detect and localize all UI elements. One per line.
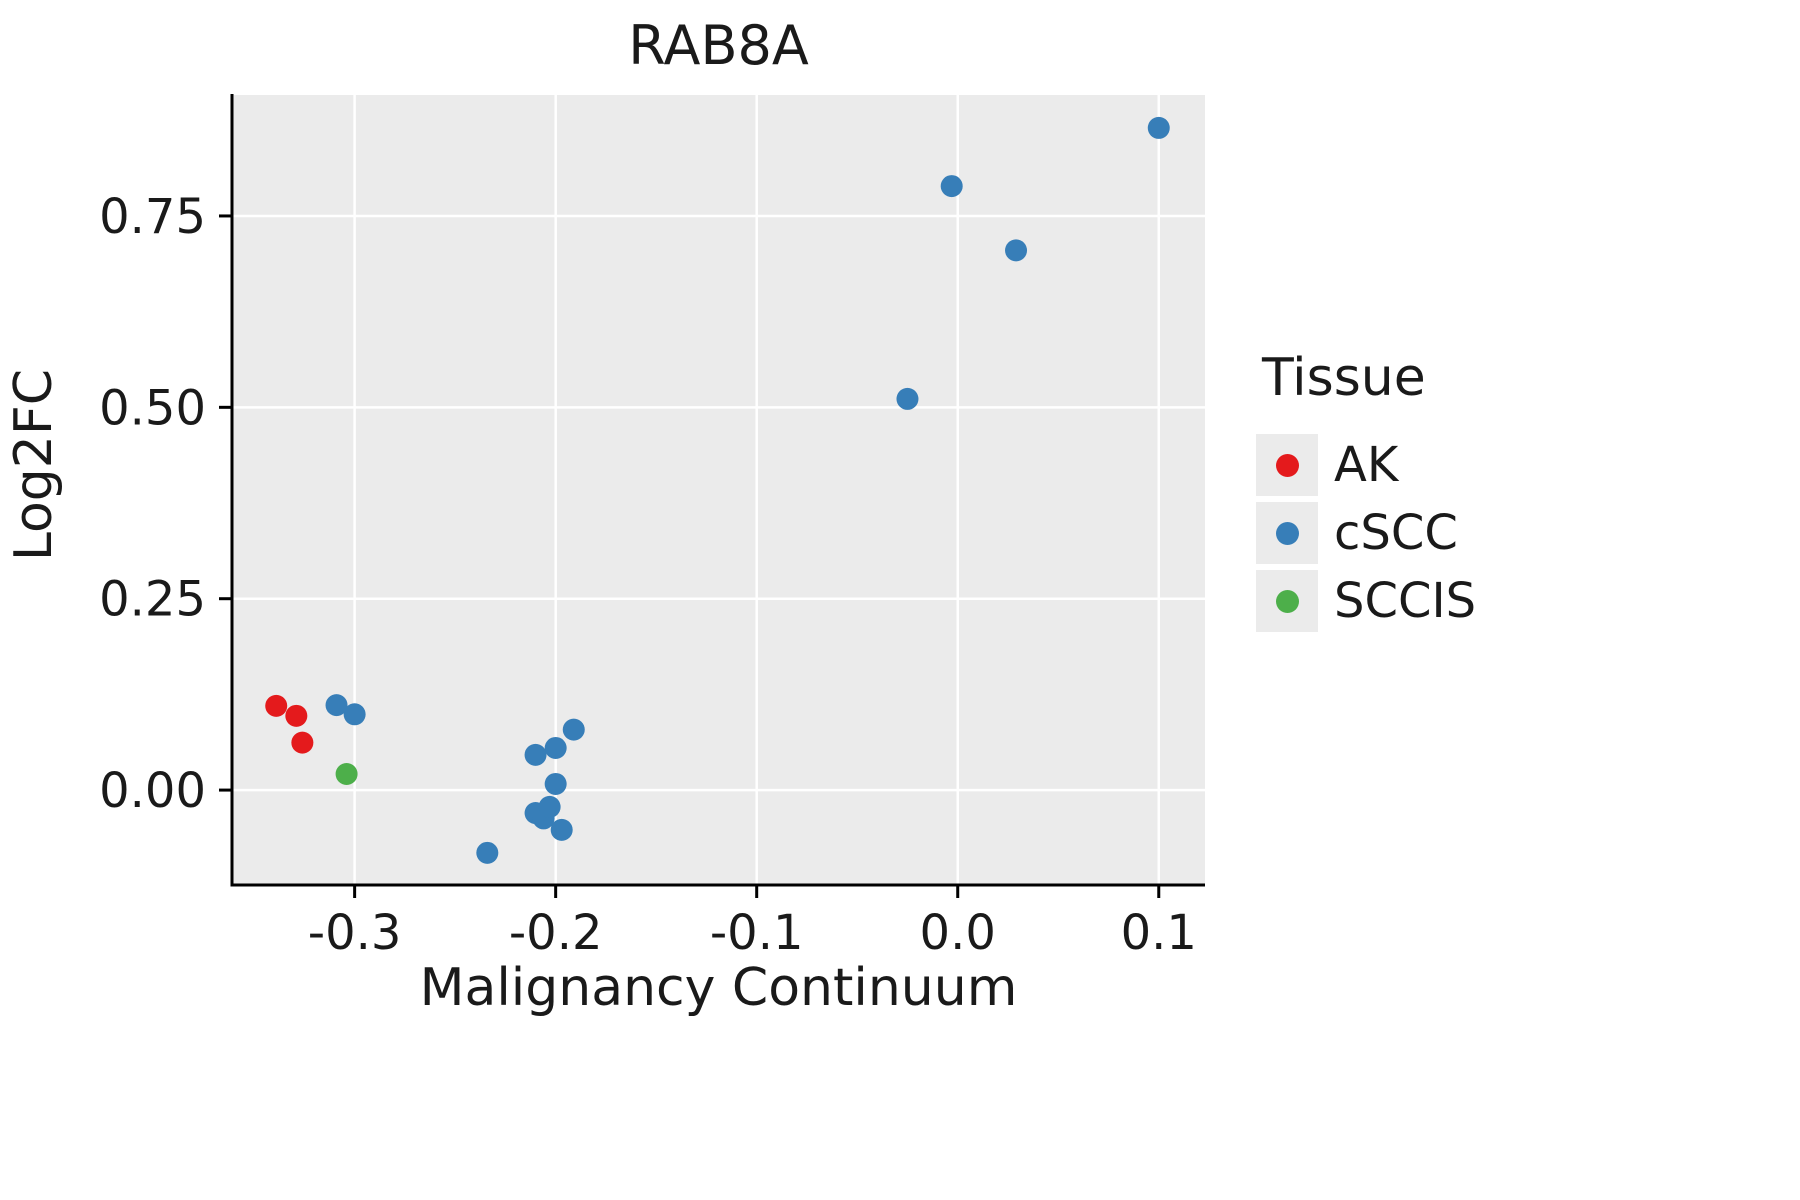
y-tick-label: 0.00	[99, 763, 206, 819]
data-point-AK	[291, 731, 314, 754]
legend-entry-sccis: SCCIS	[1256, 570, 1476, 632]
plot-panel	[232, 95, 1205, 885]
legend-entry-label: AK	[1334, 437, 1399, 493]
legend-dot-cscc-icon	[1275, 521, 1299, 545]
data-point-AK	[285, 704, 308, 727]
x-tick-label: 0.1	[1121, 905, 1197, 961]
data-point-SCCIS	[335, 763, 358, 786]
x-tick-label: -0.1	[710, 905, 804, 961]
data-point-cSCC	[524, 743, 547, 766]
data-point-cSCC	[544, 772, 567, 795]
data-point-cSCC	[544, 736, 567, 759]
data-point-cSCC	[1005, 239, 1028, 262]
data-point-cSCC	[476, 841, 499, 864]
x-tick-label: -0.2	[509, 905, 603, 961]
y-tick-label: 0.50	[99, 380, 206, 436]
data-point-cSCC	[343, 703, 366, 726]
data-point-cSCC	[538, 795, 561, 818]
legend: Tissue AK cSCC SCCIS	[1256, 348, 1476, 638]
legend-entry-ak: AK	[1256, 434, 1476, 496]
legend-entry-label: cSCC	[1334, 505, 1458, 561]
legend-dot-ak-icon	[1275, 453, 1299, 477]
y-tick-label: 0.25	[99, 572, 206, 628]
x-axis-label: Malignancy Continuum	[419, 958, 1018, 1018]
data-point-cSCC	[325, 694, 348, 717]
legend-key	[1256, 502, 1318, 564]
data-point-cSCC	[940, 175, 963, 198]
x-tick-label: 0.0	[920, 905, 996, 961]
chart-title: RAB8A	[628, 14, 809, 77]
data-point-cSCC	[896, 387, 919, 410]
legend-key	[1256, 434, 1318, 496]
legend-key	[1256, 570, 1318, 632]
legend-entry-cscc: cSCC	[1256, 502, 1476, 564]
data-point-cSCC	[562, 718, 585, 741]
legend-title: Tissue	[1262, 348, 1426, 408]
data-point-cSCC	[1147, 116, 1170, 139]
data-point-cSCC	[550, 818, 573, 841]
y-tick-label: 0.75	[99, 189, 206, 245]
legend-entry-label: SCCIS	[1334, 573, 1477, 629]
x-tick-label: -0.3	[308, 905, 402, 961]
data-point-AK	[265, 694, 288, 717]
legend-dot-sccis-icon	[1275, 589, 1299, 613]
